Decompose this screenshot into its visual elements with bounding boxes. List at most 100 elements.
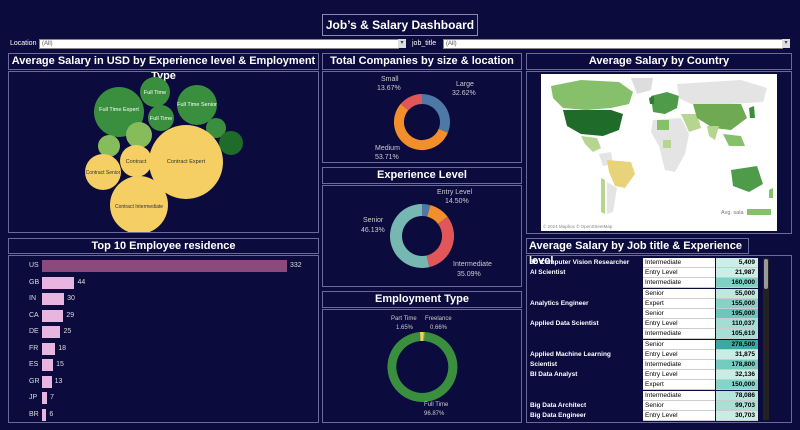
salary-value-cell: 32,136	[716, 370, 758, 381]
table-row[interactable]: Senior 195,000	[528, 309, 760, 319]
map-greenland[interactable]	[631, 78, 653, 94]
map-uk[interactable]	[649, 96, 654, 104]
table-row[interactable]: Big Data Engineer Entry Level 30,703	[528, 411, 760, 421]
donut-slice-small[interactable]	[400, 94, 422, 111]
residence-bar[interactable]	[42, 309, 64, 322]
bubble-freelance-1[interactable]	[98, 135, 120, 157]
jobtable-scrollbar[interactable]	[763, 258, 769, 420]
bubble-full-time-2[interactable]	[148, 105, 174, 131]
map-chile[interactable]	[601, 178, 605, 214]
map-se-asia[interactable]	[723, 134, 745, 146]
location-filter[interactable]: (All)	[39, 39, 399, 49]
residence-bar[interactable]	[42, 293, 65, 305]
bubble-part-time-1[interactable]	[206, 118, 226, 138]
map-middle-east[interactable]	[681, 114, 701, 132]
bubble-chart-title: Average Salary in USD by Experience leve…	[8, 53, 319, 82]
residence-bar[interactable]	[42, 260, 287, 272]
donut-slice-full-time[interactable]	[387, 332, 458, 402]
residence-bar[interactable]	[42, 392, 48, 404]
donut-slice-entry-level[interactable]	[427, 205, 448, 224]
residence-bar[interactable]	[42, 276, 75, 289]
map-attribution: © 2024 Mapbox © OpenStreetMap	[543, 223, 613, 229]
table-row[interactable]: Intermediate 78,086	[528, 390, 760, 401]
map-usa[interactable]	[563, 110, 623, 136]
map-title: Average Salary by Country	[526, 53, 792, 70]
companies-large-label: Large	[456, 81, 474, 88]
experience-level-cell: Entry Level	[643, 349, 715, 360]
jobtable-panel: 3D Computer Vision Researcher Intermediat…	[526, 255, 792, 423]
table-row[interactable]: Expert 150,000	[528, 380, 760, 391]
bubble-full-time-senior[interactable]	[177, 85, 217, 125]
table-row[interactable]: Senior 278,500	[528, 339, 760, 350]
table-row[interactable]: Applied Data Scientist Entry Level 110,037	[528, 319, 760, 330]
experience-level-cell: Intermediate	[643, 258, 715, 268]
table-row[interactable]: AI Scientist Entry Level 21,987	[528, 268, 760, 279]
bubble-contract[interactable]	[120, 145, 152, 177]
residence-bar[interactable]	[42, 359, 54, 371]
bubble-freelance-2[interactable]	[126, 122, 152, 148]
map-canada[interactable]	[551, 80, 633, 110]
experience-level-cell: Senior	[643, 400, 715, 411]
scrollbar-thumb[interactable]	[764, 259, 768, 289]
map-australia[interactable]	[731, 166, 763, 192]
donut-slice-part-time[interactable]	[419, 332, 424, 342]
map-asia[interactable]	[693, 104, 747, 130]
residence-bar-chart: US 332 GB 44 IN 30 CA 29 DE 25 FR 18 ES 15 GR 13 JP 7 BR 6	[9, 256, 318, 422]
donut-slice-large[interactable]	[422, 94, 450, 133]
residence-value-label: 29	[66, 311, 75, 319]
map-panel: Avg. sala © 2024 Mapbox © OpenStreetMap	[526, 71, 792, 234]
map-algeria[interactable]	[657, 120, 669, 130]
residence-bar[interactable]	[42, 375, 52, 388]
residence-country-label: JP	[29, 394, 38, 401]
donut-slice-senior[interactable]	[389, 204, 430, 268]
bubble-contract-expert[interactable]	[149, 125, 223, 199]
chevron-down-icon[interactable]: ▾	[782, 39, 790, 48]
chevron-down-icon[interactable]: ▾	[398, 39, 406, 48]
residence-bar[interactable]	[42, 342, 56, 355]
bubble-contract-intermediate[interactable]	[110, 176, 168, 234]
map-mexico[interactable]	[581, 136, 601, 152]
map-europe[interactable]	[651, 92, 679, 114]
salary-value-cell: 110,037	[716, 319, 758, 330]
donut-slice-medium[interactable]	[393, 103, 448, 151]
residence-panel: US 332 GB 44 IN 30 CA 29 DE 25 FR 18 ES 15 GR 13 JP 7 BR 6	[8, 255, 319, 423]
map-argentina[interactable]	[607, 182, 617, 214]
table-row[interactable]: BI Data Analyst Entry Level 32,136	[528, 370, 760, 381]
table-row[interactable]: Intermediate 105,619	[528, 329, 760, 340]
salary-value-cell: 195,000	[716, 309, 758, 319]
job-title-filter[interactable]: (All)	[443, 39, 783, 49]
map-russia[interactable]	[677, 80, 767, 104]
residence-title: Top 10 Employee residence	[8, 238, 319, 254]
map-legend-label: Avg. sala	[721, 210, 744, 216]
experience-level-cell: Entry Level	[643, 411, 715, 421]
companies-small-pct: 13.67%	[377, 85, 401, 92]
location-filter-label: Location	[10, 40, 37, 47]
table-row[interactable]: Analytics Engineer Expert 155,000	[528, 298, 760, 309]
donut-slice-freelance[interactable]	[423, 332, 425, 342]
residence-value-label: 332	[290, 262, 302, 269]
donut-slice-intermediate[interactable]	[426, 216, 455, 268]
world-map[interactable]: Avg. sala © 2024 Mapbox © OpenStreetMap	[541, 74, 777, 231]
table-row[interactable]: Applied Machine Learning Entry Level 31,87…	[528, 349, 760, 360]
table-row[interactable]: Senior 55,000	[528, 288, 760, 299]
residence-bar[interactable]	[42, 408, 47, 421]
salary-value-cell: 78,086	[716, 390, 758, 401]
table-row[interactable]: 3D Computer Vision Researcher Intermediat…	[528, 258, 760, 268]
table-row[interactable]: Scientist Intermediate 178,800	[528, 360, 760, 370]
donut-slice-expert[interactable]	[422, 204, 431, 217]
bubble-contract-senior[interactable]	[85, 154, 121, 190]
table-row[interactable]: Intermediate 160,000	[528, 278, 760, 289]
bubble-part-time-2[interactable]	[219, 131, 243, 155]
map-japan[interactable]	[749, 106, 755, 118]
employment-panel: Part Time 1.65% Freelance 0.66% Full Tim…	[322, 309, 522, 423]
map-nigeria[interactable]	[663, 140, 671, 148]
job-title-cell	[528, 380, 642, 390]
bubble-full-time[interactable]	[140, 77, 170, 107]
experience-inter-pct: 35.09%	[457, 271, 481, 278]
job-title-cell: Applied Data Scientist	[530, 320, 599, 328]
map-india[interactable]	[707, 126, 719, 140]
map-brazil[interactable]	[607, 160, 635, 188]
map-new-zealand[interactable]	[769, 188, 773, 198]
table-row[interactable]: Big Data Architect Senior 99,703	[528, 400, 760, 411]
residence-bar[interactable]	[42, 326, 61, 338]
